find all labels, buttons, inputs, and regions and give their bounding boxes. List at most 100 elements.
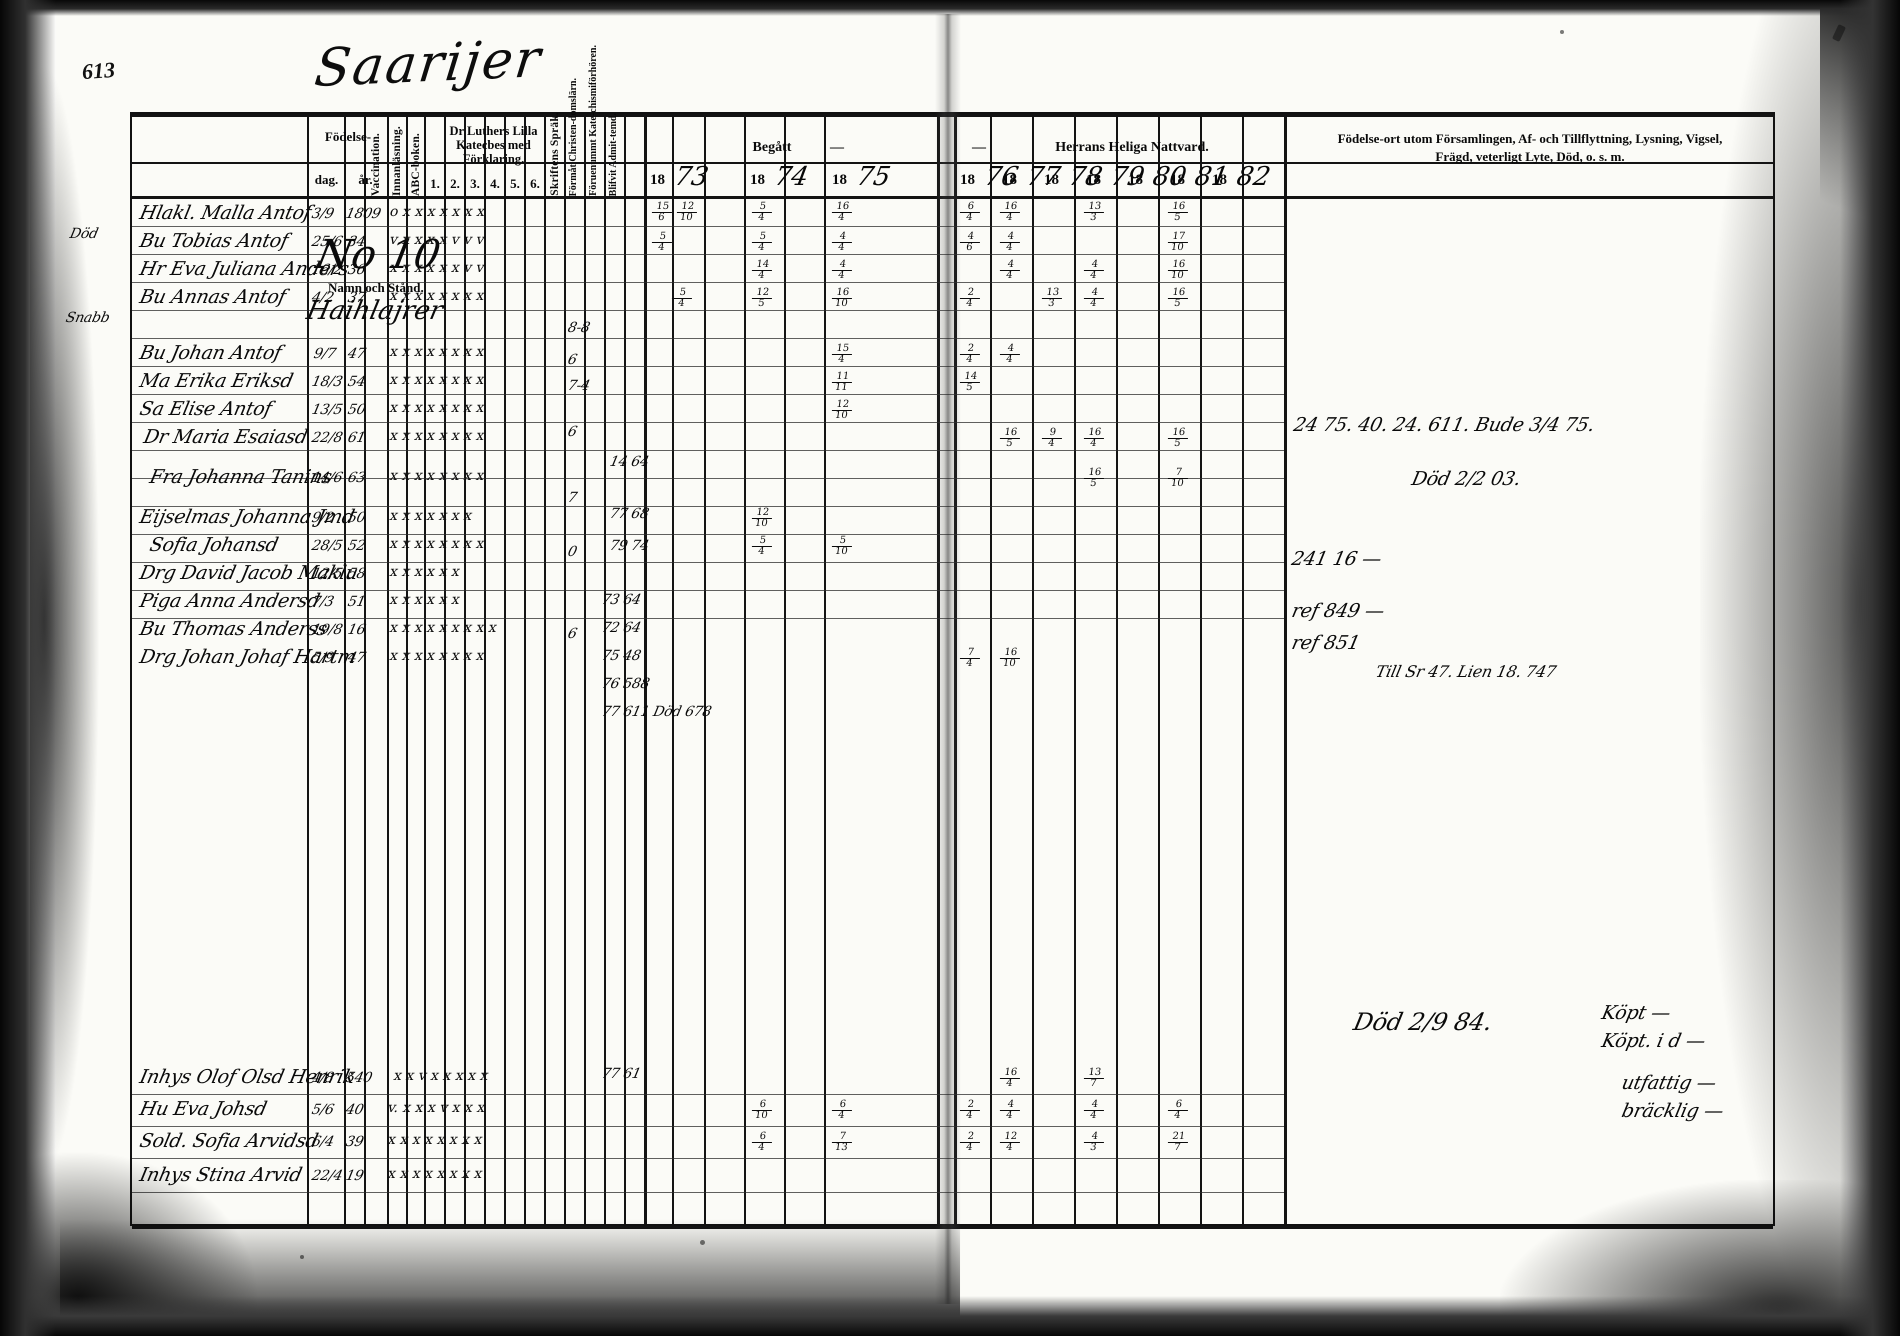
row-birthyear: 61 (346, 430, 367, 446)
row-sep (132, 282, 1284, 283)
row-birthday: 18/3 (310, 374, 344, 390)
catechism-col-2: 2. (450, 176, 460, 191)
rule-year-1879 (1116, 114, 1118, 1224)
margin-note: bräcklig — (1619, 1100, 1726, 1122)
row-birthyear: 58 (346, 566, 367, 582)
left-margin-note: Död (68, 226, 100, 242)
row-sep (132, 450, 1284, 451)
margin-note: ref 849 — (1289, 600, 1387, 622)
row-sep (132, 422, 1284, 423)
scan-edge-bottom (0, 1296, 1900, 1336)
row-sep (132, 254, 1284, 255)
rule-cat-3 (484, 114, 486, 1224)
admitted-entry: 72 64 (600, 620, 643, 636)
catechism-col-1: 1. (430, 176, 440, 191)
notes-header-line2: Frägd, veterligt Lyte, Död, o. s. m. (1435, 149, 1625, 164)
margin-note: utfattig — (1619, 1072, 1719, 1094)
row-birthyear: 52 (346, 538, 367, 554)
cell-annotation: 7 (566, 490, 579, 506)
row-sep (132, 478, 1284, 479)
scan-speck (300, 1255, 304, 1259)
rule-foruenumt (604, 114, 606, 1224)
row-sep (132, 310, 1284, 311)
scan-edge-right (1840, 0, 1900, 1336)
admitted-entry: 77 61 (600, 1066, 643, 1082)
birth-year-header: år. (358, 172, 373, 187)
bottom-row-birthyear: 540 (344, 1070, 374, 1086)
row-sep (132, 590, 1284, 591)
abcboken-header: ABC-boken. (409, 132, 422, 196)
row-name: Bu Thomas Anderss (137, 618, 329, 640)
row-marks: x x x x x x x (388, 508, 474, 524)
scan-edge-left (0, 0, 56, 1336)
row-name: Ma Erika Eriksd (137, 370, 296, 392)
catechism-header: Dr Luthers Lilla Katecbes med Förklaring… (449, 124, 538, 166)
catechism-col-3: 3. (470, 176, 480, 191)
row-sep (132, 1192, 1284, 1193)
rule-skriftens (564, 114, 566, 1224)
rule-fornuft (584, 114, 586, 1224)
row-birthday: 14/6 (310, 470, 344, 486)
rule-birthyear (364, 114, 366, 1224)
row-birthyear: 36 (346, 262, 367, 278)
row-birthyear: 37 (346, 290, 367, 306)
admitted-entry: 73 64 (600, 592, 643, 608)
rule-year-1873a (672, 114, 674, 1224)
begatt-label: Begått (752, 140, 792, 155)
row-sep (132, 1094, 1284, 1095)
row-birthyear: 47 (346, 346, 367, 362)
admitted-entry: 79 74 (608, 538, 651, 554)
birth-day-header: dag. (314, 172, 339, 187)
birth-column-header: Födelse- (324, 129, 372, 144)
katechismiforhoren-header: Föruenummt Kate-chismiförhören. (588, 45, 600, 196)
row-marks: x x x x x x x x (388, 400, 487, 416)
row-name: Dr Maria Esaiasd (141, 426, 310, 448)
admitterad-header: Blifvit Admit-temd. (608, 112, 620, 196)
row-sep (132, 1158, 1284, 1159)
bottom-row-birthday: 4/8 (310, 1070, 336, 1086)
year-prefix-1873: 18 (650, 172, 665, 188)
cell-annotation: 0 (566, 544, 579, 560)
row-birthyear: 34 (346, 234, 367, 250)
bottom-row-birthday: 22/4 (310, 1168, 344, 1184)
rule-year-1880 (1158, 114, 1160, 1224)
row-birthday: 4/2 (310, 290, 336, 306)
row-sep (132, 1126, 1284, 1127)
margin-note: Köpt. i d — (1599, 1030, 1708, 1052)
rule-birthday (344, 114, 346, 1224)
row-birthday: 7/3 (310, 594, 336, 610)
rule-year-1876 (990, 114, 992, 1224)
year-prefix-1882: 18 (1212, 172, 1227, 188)
row-marks: v x x x x v v v (388, 232, 487, 248)
rule-notes-left (1284, 114, 1287, 1224)
rule-name-right (307, 114, 309, 1224)
row-sep (132, 562, 1284, 563)
row-birthday: 12/5 (310, 566, 344, 582)
rule-cat-2 (464, 114, 466, 1224)
christendomslara-header: Förmåt Christen-domslärn. (568, 77, 580, 196)
row-marks: x x x x x x x x (388, 288, 487, 304)
admitted-entry: 77 611 Död 678 (600, 704, 713, 720)
rule-year-1882 (1242, 114, 1244, 1224)
year-digits-1874: 74 (772, 162, 811, 192)
innanlasning-header: Innanläsning. (391, 125, 403, 196)
rule-year-1881 (1200, 114, 1202, 1224)
row-birthday: 13/5 (310, 402, 344, 418)
year-prefix-1878: 18 (1044, 172, 1059, 188)
rule-year-1874b (784, 114, 786, 1224)
row-marks: x x x x x x v v (388, 260, 487, 276)
rule-vaccination (387, 114, 389, 1224)
row-birthyear: 51 (346, 594, 367, 610)
rule-cat-1 (444, 114, 446, 1224)
cell-annotation: 6 (566, 424, 579, 440)
rule-hlfrit (624, 114, 626, 1224)
catechism-col-6: 6. (530, 176, 540, 191)
cell-annotation: 6 (566, 626, 579, 642)
row-birthday: 5/9 (310, 650, 336, 666)
catechism-col-5: 5. (510, 176, 520, 191)
begatt-dash: — (830, 140, 844, 155)
scan-edge-top (0, 0, 1900, 16)
year-digits-1873: 73 (672, 162, 711, 192)
row-name: Bu Annas Antof (137, 286, 288, 308)
row-marks: x x x x x x x x (388, 536, 487, 552)
